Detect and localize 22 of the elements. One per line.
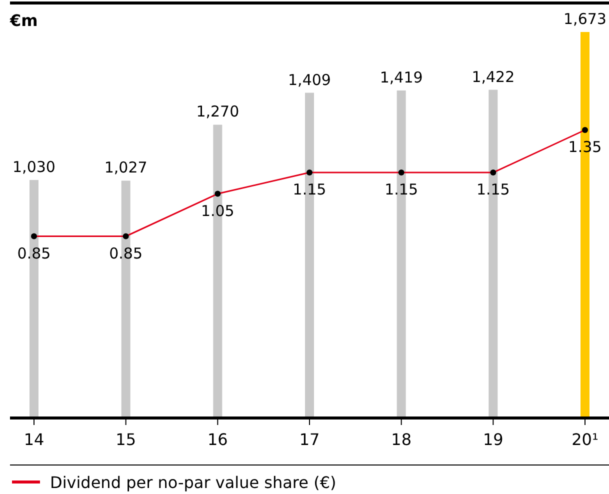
x-tick-label: 14 bbox=[24, 430, 44, 449]
data-label: 1,422 bbox=[472, 68, 515, 86]
data-label: 1.15 bbox=[292, 180, 326, 199]
x-tick-label: 16 bbox=[207, 430, 228, 449]
data-label: 1.15 bbox=[476, 180, 510, 199]
legend-label: Dividend per no-par value share (€) bbox=[50, 473, 336, 492]
data-label: 0.85 bbox=[17, 244, 51, 262]
data-label: 1,673 bbox=[564, 10, 606, 28]
data-label: 1,027 bbox=[104, 158, 148, 177]
data-label: 1,419 bbox=[380, 68, 423, 86]
data-label: 1,409 bbox=[288, 70, 331, 89]
data-label: 1.15 bbox=[384, 180, 418, 199]
x-tick-label: 18 bbox=[391, 430, 412, 449]
x-tick-label: 19 bbox=[482, 430, 504, 449]
data-label: 1,270 bbox=[196, 102, 240, 121]
data-label: 0.85 bbox=[109, 244, 143, 262]
x-tick-label: 20¹ bbox=[572, 430, 598, 449]
data-label: 1.05 bbox=[200, 202, 234, 220]
x-tick-label: 15 bbox=[116, 430, 136, 449]
y-axis-title: €m bbox=[9, 11, 38, 30]
x-tick-label: 17 bbox=[299, 430, 320, 449]
data-label: 1,030 bbox=[12, 158, 56, 176]
